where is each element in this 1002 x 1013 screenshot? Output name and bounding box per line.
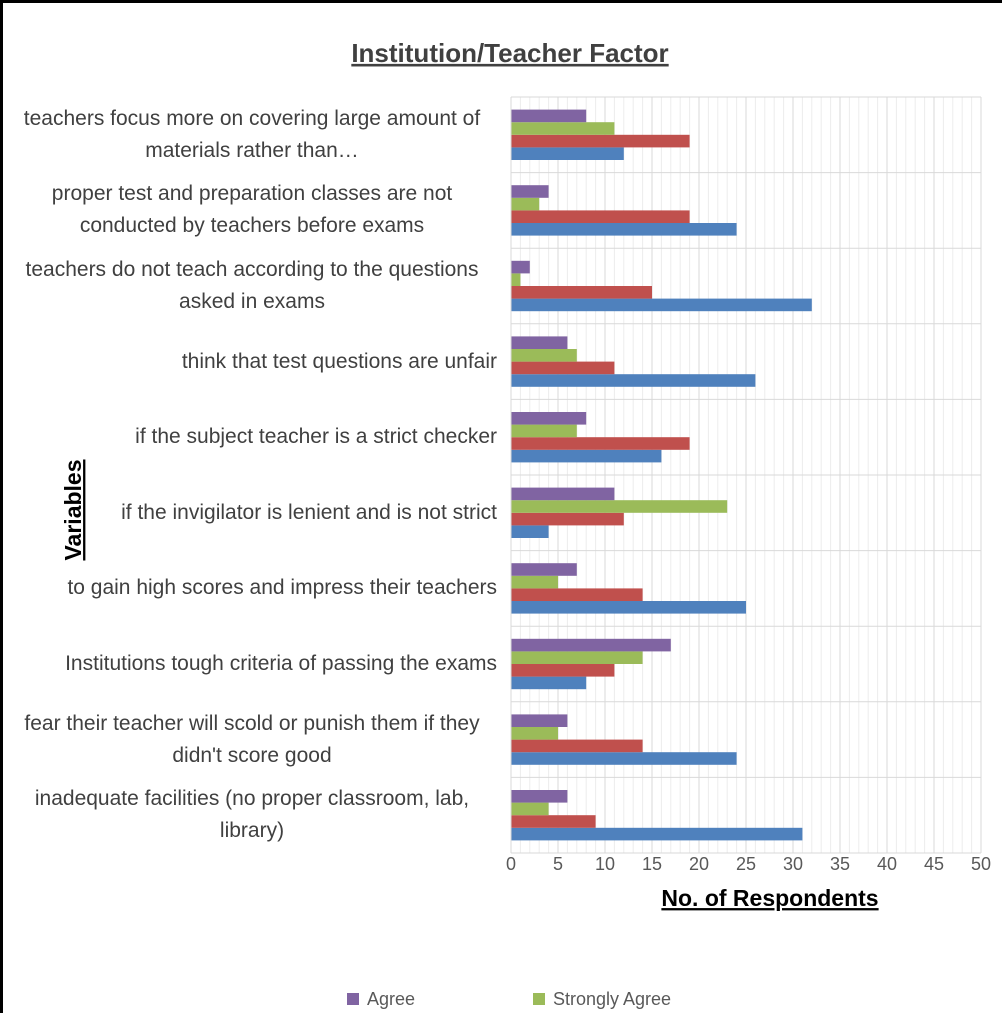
bar	[511, 714, 568, 727]
bar	[511, 260, 530, 274]
bar	[511, 449, 662, 463]
bar	[511, 815, 596, 828]
category-label-box: if the invigilator is lenient and is not…	[7, 497, 497, 529]
bar	[511, 575, 558, 589]
x-tick-label: 35	[830, 854, 850, 874]
bar	[511, 790, 568, 803]
x-tick-label: 15	[642, 854, 662, 874]
legend-swatch	[347, 993, 359, 1005]
bar	[511, 223, 737, 236]
bar	[511, 525, 549, 538]
bar	[511, 424, 577, 438]
bar	[511, 412, 587, 425]
x-tick-label: 20	[689, 854, 709, 874]
bar	[511, 298, 812, 312]
y-tick-label: fear their teacher will scold or punish …	[24, 711, 480, 767]
x-axis-title: No. of Respondents	[661, 885, 878, 911]
category-label-box: inadequate facilities (no proper classro…	[7, 783, 497, 847]
x-tick-label: 50	[971, 854, 991, 874]
category-label-box: to gain high scores and impress their te…	[7, 572, 497, 604]
bar	[511, 134, 690, 148]
bar	[511, 500, 728, 513]
bar	[511, 638, 671, 652]
bar	[511, 664, 615, 677]
bar	[511, 336, 568, 349]
y-tick-label: think that test questions are unfair	[181, 349, 497, 373]
bar	[511, 727, 558, 740]
category-label-box: think that test questions are unfair	[7, 346, 497, 378]
bar	[511, 361, 615, 375]
bar	[511, 210, 690, 223]
bar	[511, 676, 587, 690]
category-label-box: teachers focus more on covering large am…	[7, 103, 497, 167]
y-tick-label: to gain high scores and impress their te…	[67, 576, 497, 600]
y-tick-label: proper test and preparation classes are …	[51, 182, 453, 238]
x-tick-label: 25	[736, 854, 756, 874]
y-tick-label: inadequate facilities (no proper classro…	[34, 787, 470, 843]
legend-label: Strongly Agree	[553, 989, 671, 1009]
bar	[511, 197, 540, 211]
bar	[511, 802, 549, 816]
bar	[511, 588, 643, 601]
bar	[511, 273, 521, 286]
y-tick-label: Institutions tough criteria of passing t…	[65, 652, 497, 675]
bar	[511, 563, 577, 576]
bar	[511, 752, 737, 765]
bar	[511, 739, 643, 753]
bar	[511, 109, 587, 123]
category-label-box: proper test and preparation classes are …	[7, 178, 497, 242]
x-tick-label: 30	[783, 854, 803, 874]
legend-label: Agree	[367, 989, 415, 1009]
bar	[511, 601, 746, 614]
y-tick-label: teachers do not teach according to the q…	[25, 258, 479, 313]
x-tick-label: 10	[595, 854, 615, 874]
bar	[511, 512, 624, 526]
x-tick-label: 45	[924, 854, 944, 874]
category-label-box: fear their teacher will scold or punish …	[7, 708, 497, 772]
category-label-box: Institutions tough criteria of passing t…	[7, 648, 497, 680]
y-tick-label: if the subject teacher is a strict check…	[135, 425, 497, 449]
bar	[511, 286, 652, 299]
chart-title: Institution/Teacher Factor	[351, 38, 668, 68]
bar	[511, 437, 690, 450]
y-tick-label: if the invigilator is lenient and is not…	[121, 500, 497, 524]
y-tick-label: teachers focus more on covering large am…	[23, 106, 481, 162]
x-tick-label: 40	[877, 854, 897, 874]
category-label-box: teachers do not teach according to the q…	[7, 254, 497, 318]
bar	[511, 349, 577, 362]
bar	[511, 374, 756, 387]
bar	[511, 185, 549, 198]
category-label-box: if the subject teacher is a strict check…	[7, 421, 497, 453]
bar	[511, 147, 624, 160]
bar	[511, 651, 643, 664]
legend-swatch	[533, 993, 545, 1005]
bar	[511, 487, 615, 501]
x-tick-label: 5	[553, 854, 563, 874]
bar	[511, 827, 803, 841]
bar	[511, 122, 615, 135]
y-axis-title: Variables	[60, 459, 86, 560]
x-tick-label: 0	[506, 854, 516, 874]
